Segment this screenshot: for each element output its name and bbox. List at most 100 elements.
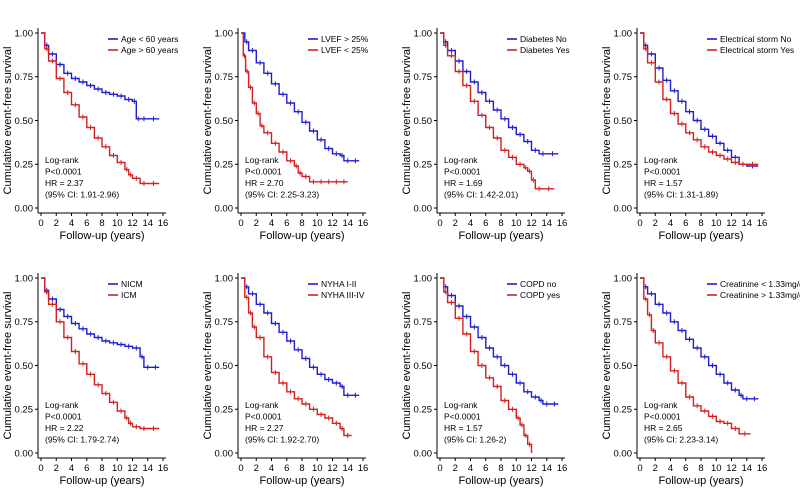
series-line	[41, 32, 160, 120]
legend-label: Age > 60 years	[121, 45, 178, 55]
legend-label: Creatinine > 1.33mg/dL	[720, 290, 800, 300]
x-tick-label: 12	[526, 463, 537, 474]
x-tick-label: 10	[112, 218, 123, 229]
x-tick-label: 6	[284, 463, 289, 474]
x-tick-label: 14	[741, 218, 752, 229]
x-tick-label: 8	[498, 463, 503, 474]
stat-annotation: (95% CI: 1.92-2.70)	[245, 435, 319, 445]
legend-label: COPD yes	[520, 290, 560, 300]
y-tick-label: 0.50	[414, 116, 433, 127]
y-tick-label: 1.00	[414, 28, 433, 39]
x-tick-label: 6	[683, 218, 688, 229]
stat-annotation: P<0.0001	[644, 167, 681, 177]
legend-label: NICM	[121, 279, 143, 289]
y-tick-label: 0.50	[614, 116, 633, 127]
y-tick-label: 1.00	[15, 28, 34, 39]
y-tick-label: 1.00	[15, 273, 34, 284]
stat-annotation: (95% CI: 1.26-2)	[444, 435, 507, 445]
stat-annotation: P<0.0001	[444, 412, 481, 422]
x-tick-label: 4	[468, 463, 473, 474]
chart-panel: 0.00 0.25 0.50 0.75 1.00 0 2 4 6 8 10 12 14 16 Follow-…	[2, 273, 168, 487]
stat-annotation: (95% CI: 2.23-3.14)	[644, 435, 718, 445]
y-tick-label: 0.25	[15, 405, 34, 416]
x-tick-label: 0	[437, 463, 442, 474]
stat-annotation: HR = 2.70	[245, 178, 284, 188]
y-tick-label: 0.25	[614, 405, 633, 416]
series-line	[440, 277, 533, 453]
x-tick-label: 10	[711, 218, 722, 229]
y-tick-label: 0.25	[414, 405, 433, 416]
y-tick-label: 0.75	[215, 317, 234, 328]
x-tick-label: 16	[557, 218, 568, 229]
x-tick-label: 16	[358, 218, 369, 229]
y-axis-title: Cumulative event-free survival	[202, 292, 214, 440]
series-line	[41, 277, 160, 368]
y-tick-label: 0.75	[414, 317, 433, 328]
chart-panel: 0.00 0.25 0.50 0.75 1.00 0 2 4 6 8 10 12 14 16 Follow-…	[401, 273, 567, 487]
y-tick-label: 0.25	[614, 160, 633, 171]
y-tick-label: 1.00	[215, 28, 234, 39]
x-tick-label: 6	[683, 463, 688, 474]
y-axis-title: Cumulative event-free survival	[2, 47, 14, 195]
stat-annotation: Log-rank	[45, 400, 79, 410]
x-tick-label: 2	[653, 463, 658, 474]
stat-annotation: HR = 2.65	[644, 423, 683, 433]
x-tick-label: 16	[757, 463, 768, 474]
y-tick-label: 0.00	[614, 448, 633, 459]
x-tick-label: 0	[38, 218, 43, 229]
x-tick-label: 4	[468, 218, 473, 229]
x-tick-label: 8	[698, 463, 703, 474]
x-tick-label: 16	[358, 463, 369, 474]
stat-annotation: HR = 2.37	[45, 178, 84, 188]
x-tick-label: 2	[254, 218, 259, 229]
legend-label: Diabetes No	[520, 34, 567, 44]
x-tick-label: 4	[269, 218, 274, 229]
stat-annotation: Log-rank	[444, 155, 478, 165]
x-tick-label: 4	[69, 218, 74, 229]
x-tick-label: 10	[312, 218, 323, 229]
series-line	[41, 32, 160, 185]
y-tick-label: 0.50	[15, 361, 34, 372]
x-tick-label: 6	[284, 218, 289, 229]
x-tick-label: 4	[668, 218, 673, 229]
legend-label: COPD no	[520, 279, 557, 289]
chart-panel: 0.00 0.25 0.50 0.75 1.00 0 2 4 6 8 10 12 14 16 Follow-…	[601, 273, 800, 487]
x-tick-label: 0	[38, 463, 43, 474]
stat-annotation: P<0.0001	[245, 167, 282, 177]
stat-annotation: P<0.0001	[45, 167, 82, 177]
x-tick-label: 10	[312, 463, 323, 474]
x-axis-title: Follow-up (years)	[459, 475, 544, 487]
x-tick-label: 12	[327, 463, 338, 474]
x-axis-title: Follow-up (years)	[60, 230, 145, 242]
legend-label: LVEF > 25%	[321, 34, 369, 44]
x-tick-label: 6	[84, 218, 89, 229]
chart-panel: 0.00 0.25 0.50 0.75 1.00 0 2 4 6 8 10 12 14 16 Follow-…	[2, 28, 178, 242]
series-line	[241, 32, 360, 162]
y-tick-label: 0.00	[15, 203, 34, 214]
stat-annotation: Log-rank	[245, 400, 279, 410]
x-tick-label: 14	[541, 463, 552, 474]
stat-annotation: HR = 1.69	[444, 178, 483, 188]
stat-annotation: HR = 2.27	[245, 423, 284, 433]
chart-panel: 0.00 0.25 0.50 0.75 1.00 0 2 4 6 8 10 12 14 16 Follow-…	[601, 28, 794, 242]
y-tick-label: 0.00	[414, 203, 433, 214]
stat-annotation: Log-rank	[45, 155, 79, 165]
y-tick-label: 0.00	[215, 203, 234, 214]
x-tick-label: 16	[158, 463, 169, 474]
y-tick-label: 0.75	[614, 317, 633, 328]
x-axis-title: Follow-up (years)	[659, 475, 744, 487]
x-axis-title: Follow-up (years)	[260, 475, 345, 487]
y-tick-label: 0.50	[215, 116, 234, 127]
x-tick-label: 6	[483, 218, 488, 229]
y-tick-label: 0.25	[215, 405, 234, 416]
x-tick-label: 8	[299, 463, 304, 474]
x-tick-label: 12	[127, 218, 138, 229]
legend-label: ICM	[121, 290, 137, 300]
y-tick-label: 1.00	[215, 273, 234, 284]
stat-annotation: (95% CI: 1.79-2.74)	[45, 435, 119, 445]
x-tick-label: 0	[238, 218, 243, 229]
stat-annotation: Log-rank	[644, 400, 678, 410]
x-axis-title: Follow-up (years)	[659, 230, 744, 242]
stat-annotation: Log-rank	[444, 400, 478, 410]
y-tick-label: 1.00	[614, 273, 633, 284]
